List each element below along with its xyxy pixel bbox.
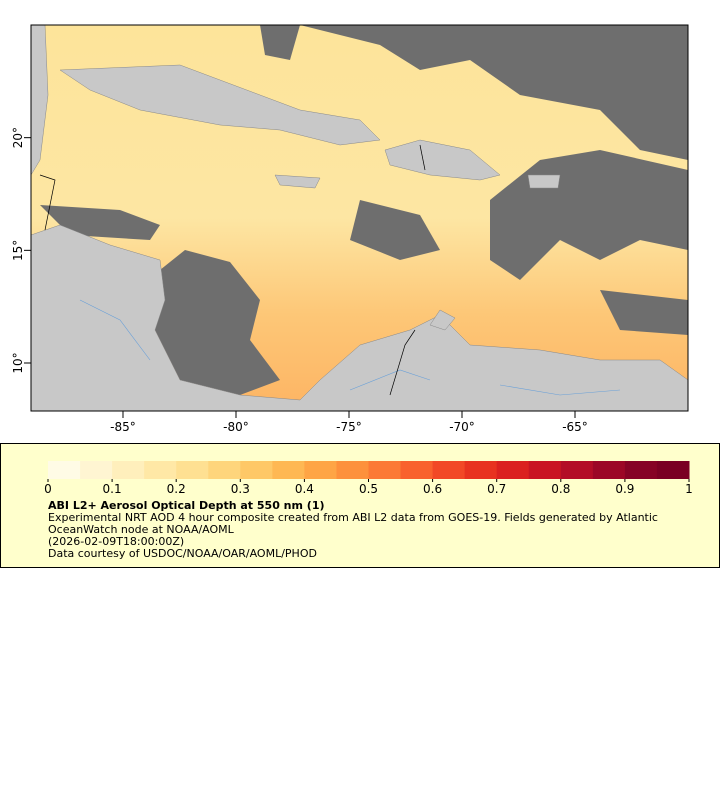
colorbar-swatch xyxy=(528,461,562,479)
legend-credit: Data courtesy of USDOC/NOAA/OAR/AOML/PHO… xyxy=(48,547,317,560)
colorbar-swatch xyxy=(400,461,434,479)
colorbar-swatch xyxy=(304,461,337,479)
colorbar-swatch xyxy=(496,461,530,479)
colorbar-swatch xyxy=(240,461,273,479)
colorbar-tick-label: 0.7 xyxy=(487,482,506,496)
x-tick-label: -75° xyxy=(336,420,362,434)
colorbar-swatch xyxy=(336,461,369,479)
colorbar-swatch xyxy=(560,461,594,479)
colorbar-tick-label: 0 xyxy=(44,482,52,496)
colorbar-swatch xyxy=(368,461,402,479)
colorbar-swatch xyxy=(464,461,498,479)
x-tick-label: -80° xyxy=(223,420,249,434)
colorbar-swatch xyxy=(432,461,466,479)
colorbar-tick-label: 0.8 xyxy=(551,482,570,496)
colorbar-swatch xyxy=(144,461,177,479)
colorbar-tick-label: 0.2 xyxy=(167,482,186,496)
y-tick-label: 10° xyxy=(11,352,25,373)
colorbar-swatch xyxy=(176,461,209,479)
colorbar-tick-label: 0.4 xyxy=(295,482,314,496)
map-image xyxy=(31,25,688,411)
y-tick-label: 20° xyxy=(11,127,25,148)
colorbar-tick-label: 0.6 xyxy=(423,482,442,496)
colorbar-swatch xyxy=(592,461,626,479)
colorbar-swatch xyxy=(272,461,305,479)
colorbar-swatch xyxy=(208,461,241,479)
colorbar-swatch xyxy=(112,461,145,479)
legend-description: Experimental NRT AOD 4 hour composite cr… xyxy=(48,511,658,536)
y-tick-label: 15° xyxy=(11,240,25,261)
map-svg: -85° -80° -75° -70° -65° 10° 15° 20° xyxy=(11,24,689,434)
colorbar: 0 0.1 0.2 0.3 0.4 0.5 0.6 0.7 0.8 0.9 1 xyxy=(44,461,693,496)
x-tick-label: -85° xyxy=(110,420,136,434)
legend-text: ABI L2+ Aerosol Optical Depth at 550 nm … xyxy=(48,500,688,560)
colorbar-tick-label: 0.1 xyxy=(103,482,122,496)
map-frame xyxy=(30,24,689,412)
colorbar-swatch xyxy=(80,461,113,479)
legend-time: (2026-02-09T18:00:00Z) xyxy=(48,535,185,548)
colorbar-tick-label: 0.9 xyxy=(615,482,634,496)
x-tick-label: -70° xyxy=(449,420,475,434)
colorbar-swatch xyxy=(624,461,658,479)
x-tick-label: -65° xyxy=(562,420,588,434)
colorbar-tick-label: 1 xyxy=(685,482,693,496)
legend-box: 0 0.1 0.2 0.3 0.4 0.5 0.6 0.7 0.8 0.9 1 ABI L2+ Ae… xyxy=(0,443,720,568)
legend-title: ABI L2+ Aerosol Optical Depth at 550 nm … xyxy=(48,499,325,512)
colorbar-tick-label: 0.5 xyxy=(359,482,378,496)
colorbar-swatch xyxy=(48,461,81,479)
colorbar-swatch xyxy=(656,461,690,479)
colorbar-tick-label: 0.3 xyxy=(231,482,250,496)
